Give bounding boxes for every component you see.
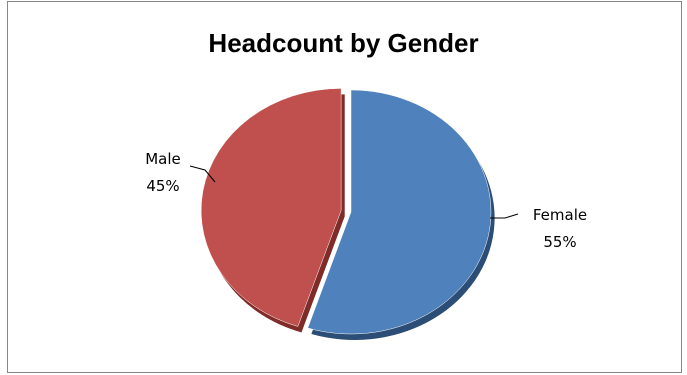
leader-line-female xyxy=(490,213,519,219)
pie-labels: Female 55% Male 45% xyxy=(145,150,587,251)
data-label-name-male: Male xyxy=(145,150,181,168)
chart-title: Headcount by Gender xyxy=(208,28,479,58)
leader-line-male xyxy=(189,165,216,183)
data-label-value-female: 55% xyxy=(543,233,576,251)
pie-slices xyxy=(200,88,492,335)
data-label-name-female: Female xyxy=(533,206,587,224)
data-label-value-male: 45% xyxy=(146,177,179,195)
pie-slice-female xyxy=(307,89,492,335)
pie-slice-male xyxy=(200,88,342,327)
